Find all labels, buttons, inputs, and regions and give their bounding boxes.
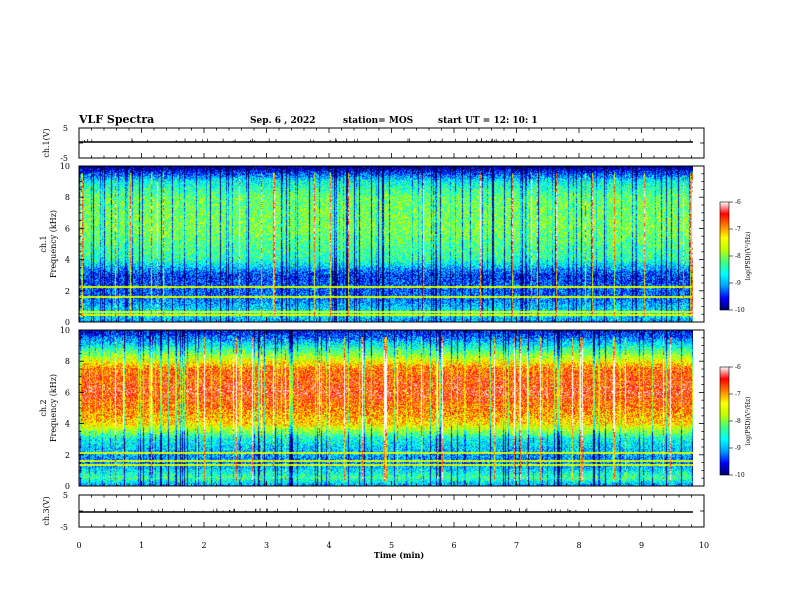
ch1-colorbar-tick-label: -8 [735, 253, 741, 260]
ch2-colorbar-tick-label: -8 [735, 418, 741, 425]
ch2-colorbar-bar [719, 366, 730, 476]
x-tick-label: 1 [139, 541, 144, 550]
ch1-voltage-ytick-top: 5 [63, 124, 68, 133]
ch1-spectrogram-ytick-label: 8 [65, 193, 70, 202]
ch3-voltage-panel: 5 -5 ch.3(V) [42, 491, 705, 532]
ch2-spectrogram-ytick-label: 2 [65, 451, 70, 460]
ch2-spectrogram-ticks [78, 330, 705, 486]
x-axis-tick-labels: 0 1 2 3 4 5 6 7 8 9 10 [76, 541, 709, 550]
station-label: station= MOS [343, 116, 413, 126]
x-tick-label: 5 [389, 541, 394, 550]
ch1-colorbar-tick-label: -6 [735, 199, 741, 206]
ch1-spectrogram-ytick-label: 6 [65, 224, 70, 233]
ch1-colorbar-tick-label: -9 [735, 280, 741, 287]
ch3-voltage-ytick-top: 5 [63, 491, 68, 500]
ch2-spectrogram-ytick-label: 4 [65, 420, 70, 429]
ch2-colorbar-tick-label: -7 [735, 391, 741, 398]
x-tick-label: 7 [514, 541, 519, 550]
ch2-spectrogram-yticks: 0 2 4 6 8 10 [60, 326, 704, 491]
ch2-colorbar-tick-label: -10 [735, 472, 745, 479]
ch2-colorbar-label: log(PSD)(V²/Hz) [745, 397, 752, 446]
ch1-voltage-panel: 5 -5 ch.1(V) [42, 124, 705, 163]
ch2-spectrogram-ytick-label: 10 [60, 326, 70, 335]
ch2-spectrogram-image [79, 330, 693, 486]
ch1-spectrogram-ylabel: Frequency (kHz) [49, 210, 58, 278]
ch2-colorbar-ticks: -6 -7 -8 -9 -10 [729, 364, 745, 479]
ch2-spectrogram-panel: 0 2 4 6 8 10 ch.2 Frequency (kHz) [39, 326, 705, 491]
ch1-spectrogram-ytick-label: 4 [65, 256, 70, 265]
ch1-voltage-ylabel: ch.1(V) [42, 128, 51, 157]
ch1-spectrogram-ticks [78, 166, 705, 322]
figure-title: VLF Spectra [78, 113, 154, 126]
x-tick-label: 9 [639, 541, 644, 550]
ch2-spectrogram-ylabel-channel: ch.2 [39, 399, 48, 416]
ch1-spectrogram-ylabel-channel: ch.1 [39, 235, 48, 252]
ch1-voltage-ticks [78, 127, 705, 159]
ch2-spectrogram-ylabel: Frequency (kHz) [49, 374, 58, 442]
x-axis-label: Time (min) [374, 550, 424, 560]
ch1-voltage-ytick-bottom: -5 [60, 154, 68, 163]
start-time-label: start UT = 12: 10: 1 [438, 116, 538, 126]
ch1-spectrogram-ytick-label: 2 [65, 287, 70, 296]
ch1-voltage-spikes [84, 138, 691, 143]
ch1-spectrogram-ytick-label: 0 [65, 318, 70, 327]
ch1-spectrogram-image [79, 166, 693, 322]
ch2-spectrogram-ytick-label: 8 [65, 357, 70, 366]
ch1-colorbar-tick-label: -7 [735, 226, 741, 233]
ch2-spectrogram-ytick-label: 6 [65, 388, 70, 397]
ch2-spectrogram-ytick-label: 0 [65, 482, 70, 491]
ch1-colorbar: -6 -7 -8 -9 -10 log(PSD)(V²/Hz) [719, 199, 752, 314]
ch1-colorbar-label: log(PSD)(V²/Hz) [745, 232, 752, 281]
x-tick-label: 2 [201, 541, 206, 550]
ch2-colorbar-tick-label: -6 [735, 364, 741, 371]
ch2-colorbar-tick-label: -9 [735, 445, 741, 452]
date-label: Sep. 6 , 2022 [250, 116, 316, 126]
x-tick-label: 10 [699, 541, 709, 550]
ch3-voltage-ticks [78, 494, 705, 528]
ch1-colorbar-ticks: -6 -7 -8 -9 -10 [729, 199, 745, 314]
x-tick-label: 8 [576, 541, 581, 550]
x-tick-label: 0 [76, 541, 81, 550]
ch1-colorbar-tick-label: -10 [735, 307, 745, 314]
x-tick-label: 3 [264, 541, 269, 550]
ch3-voltage-ylabel: ch.3(V) [42, 496, 51, 525]
ch1-spectrogram-ytick-label: 10 [60, 162, 70, 171]
ch1-spectrogram-yticks: 0 2 4 6 8 10 [60, 162, 704, 327]
ch1-spectrogram-panel: 0 2 4 6 8 10 ch.1 Frequency (kHz) [39, 162, 705, 327]
ch2-colorbar: -6 -7 -8 -9 -10 log(PSD)(V²/Hz) [719, 364, 752, 479]
x-tick-label: 6 [451, 541, 456, 550]
ch3-voltage-ytick-bottom: -5 [60, 523, 68, 532]
x-tick-label: 4 [326, 541, 331, 550]
ch3-voltage-spikes [94, 508, 679, 513]
ch1-colorbar-bar [719, 201, 730, 311]
